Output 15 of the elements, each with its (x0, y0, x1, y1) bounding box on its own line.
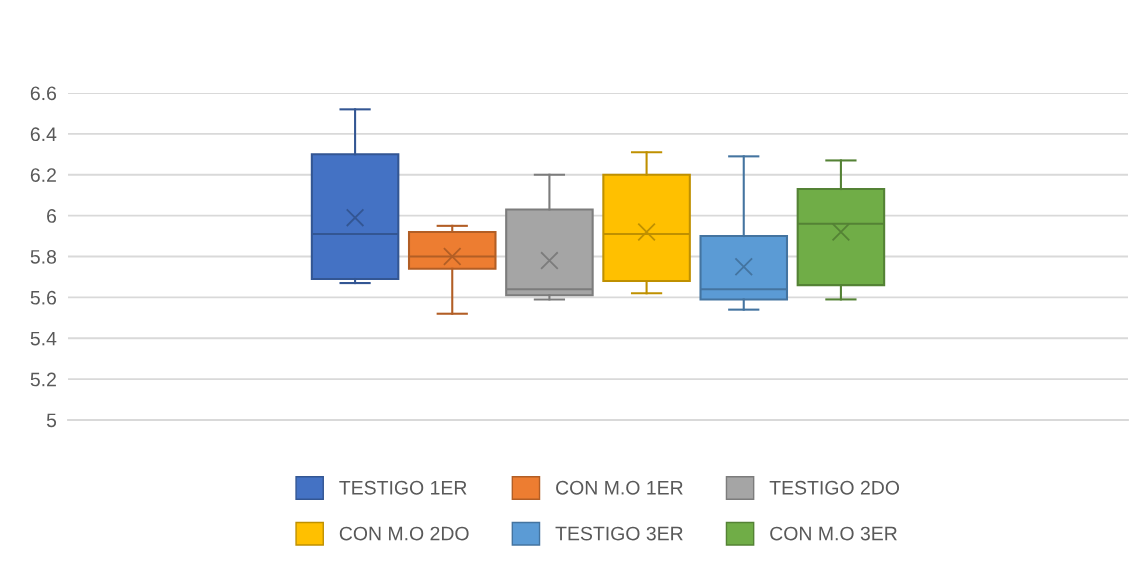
y-tick-label: 5.8 (30, 249, 57, 264)
y-tick-label: 5 (46, 413, 57, 428)
legend-label: CON M.O 2DO (339, 526, 469, 541)
y-tick-label: 5.2 (30, 372, 56, 387)
legend-label: CON M.O 1ER (556, 480, 683, 495)
legend-label: CON M.O 3ER (770, 526, 897, 541)
y-tick-label: 5.6 (30, 290, 57, 305)
legend-label: TESTIGO 2DO (769, 480, 900, 495)
y-tick-label: 6.2 (30, 168, 56, 182)
y-tick-label: 6.6 (30, 86, 57, 101)
legend-label: TESTIGO 3ER (555, 526, 683, 541)
y-tick-label: 6.4 (30, 127, 57, 142)
y-tick-label: 6 (47, 209, 57, 223)
legend-label: TESTIGO 1ER (339, 480, 467, 495)
y-tick-label: 5.4 (30, 331, 57, 346)
